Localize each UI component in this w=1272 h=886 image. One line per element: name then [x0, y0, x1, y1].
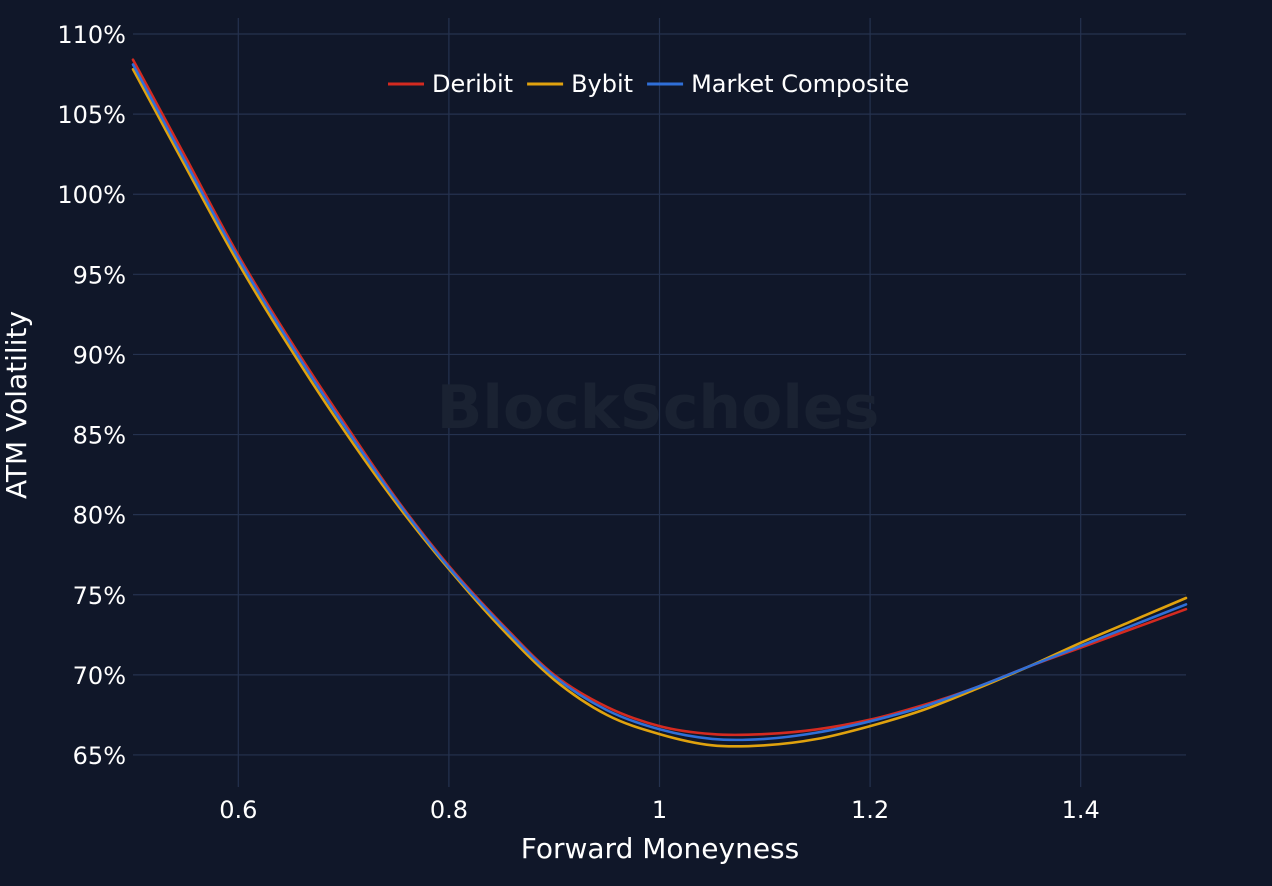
y-tick-label: 75% [73, 582, 126, 610]
x-tick-label: 0.6 [219, 796, 257, 824]
legend-item-deribit[interactable]: Deribit [388, 70, 513, 98]
x-tick-label: 1 [652, 796, 667, 824]
y-axis-ticks: 65% 70% 75% 80% 85% 90% 95% 100% 105% 110% [57, 21, 126, 770]
legend-item-market-composite[interactable]: Market Composite [647, 70, 909, 98]
series-line-market-composite [131, 63, 1188, 742]
y-tick-label: 95% [73, 261, 126, 289]
x-tick-label: 1.2 [851, 796, 889, 824]
y-tick-label: 100% [57, 181, 126, 209]
x-axis-ticks: 0.6 0.8 1 1.2 1.4 [219, 796, 1100, 824]
legend-label: Market Composite [691, 70, 909, 98]
grid [133, 18, 1186, 787]
y-tick-label: 80% [73, 502, 126, 530]
series-lines [131, 58, 1188, 748]
y-tick-label: 70% [73, 662, 126, 690]
legend-label: Deribit [432, 70, 513, 98]
y-tick-label: 85% [73, 422, 126, 450]
y-axis-title: ATM Volatility [0, 311, 33, 499]
legend[interactable]: Deribit Bybit Market Composite [388, 70, 909, 98]
y-tick-label: 65% [73, 742, 126, 770]
y-tick-label: 105% [57, 101, 126, 129]
x-tick-label: 0.8 [430, 796, 468, 824]
y-tick-label: 90% [73, 341, 126, 369]
x-tick-label: 1.4 [1062, 796, 1100, 824]
legend-item-bybit[interactable]: Bybit [527, 70, 633, 98]
watermark: BlockScholes [437, 373, 880, 443]
legend-label: Bybit [571, 70, 633, 98]
y-tick-label: 110% [57, 21, 126, 49]
x-axis-title: Forward Moneyness [521, 832, 799, 865]
